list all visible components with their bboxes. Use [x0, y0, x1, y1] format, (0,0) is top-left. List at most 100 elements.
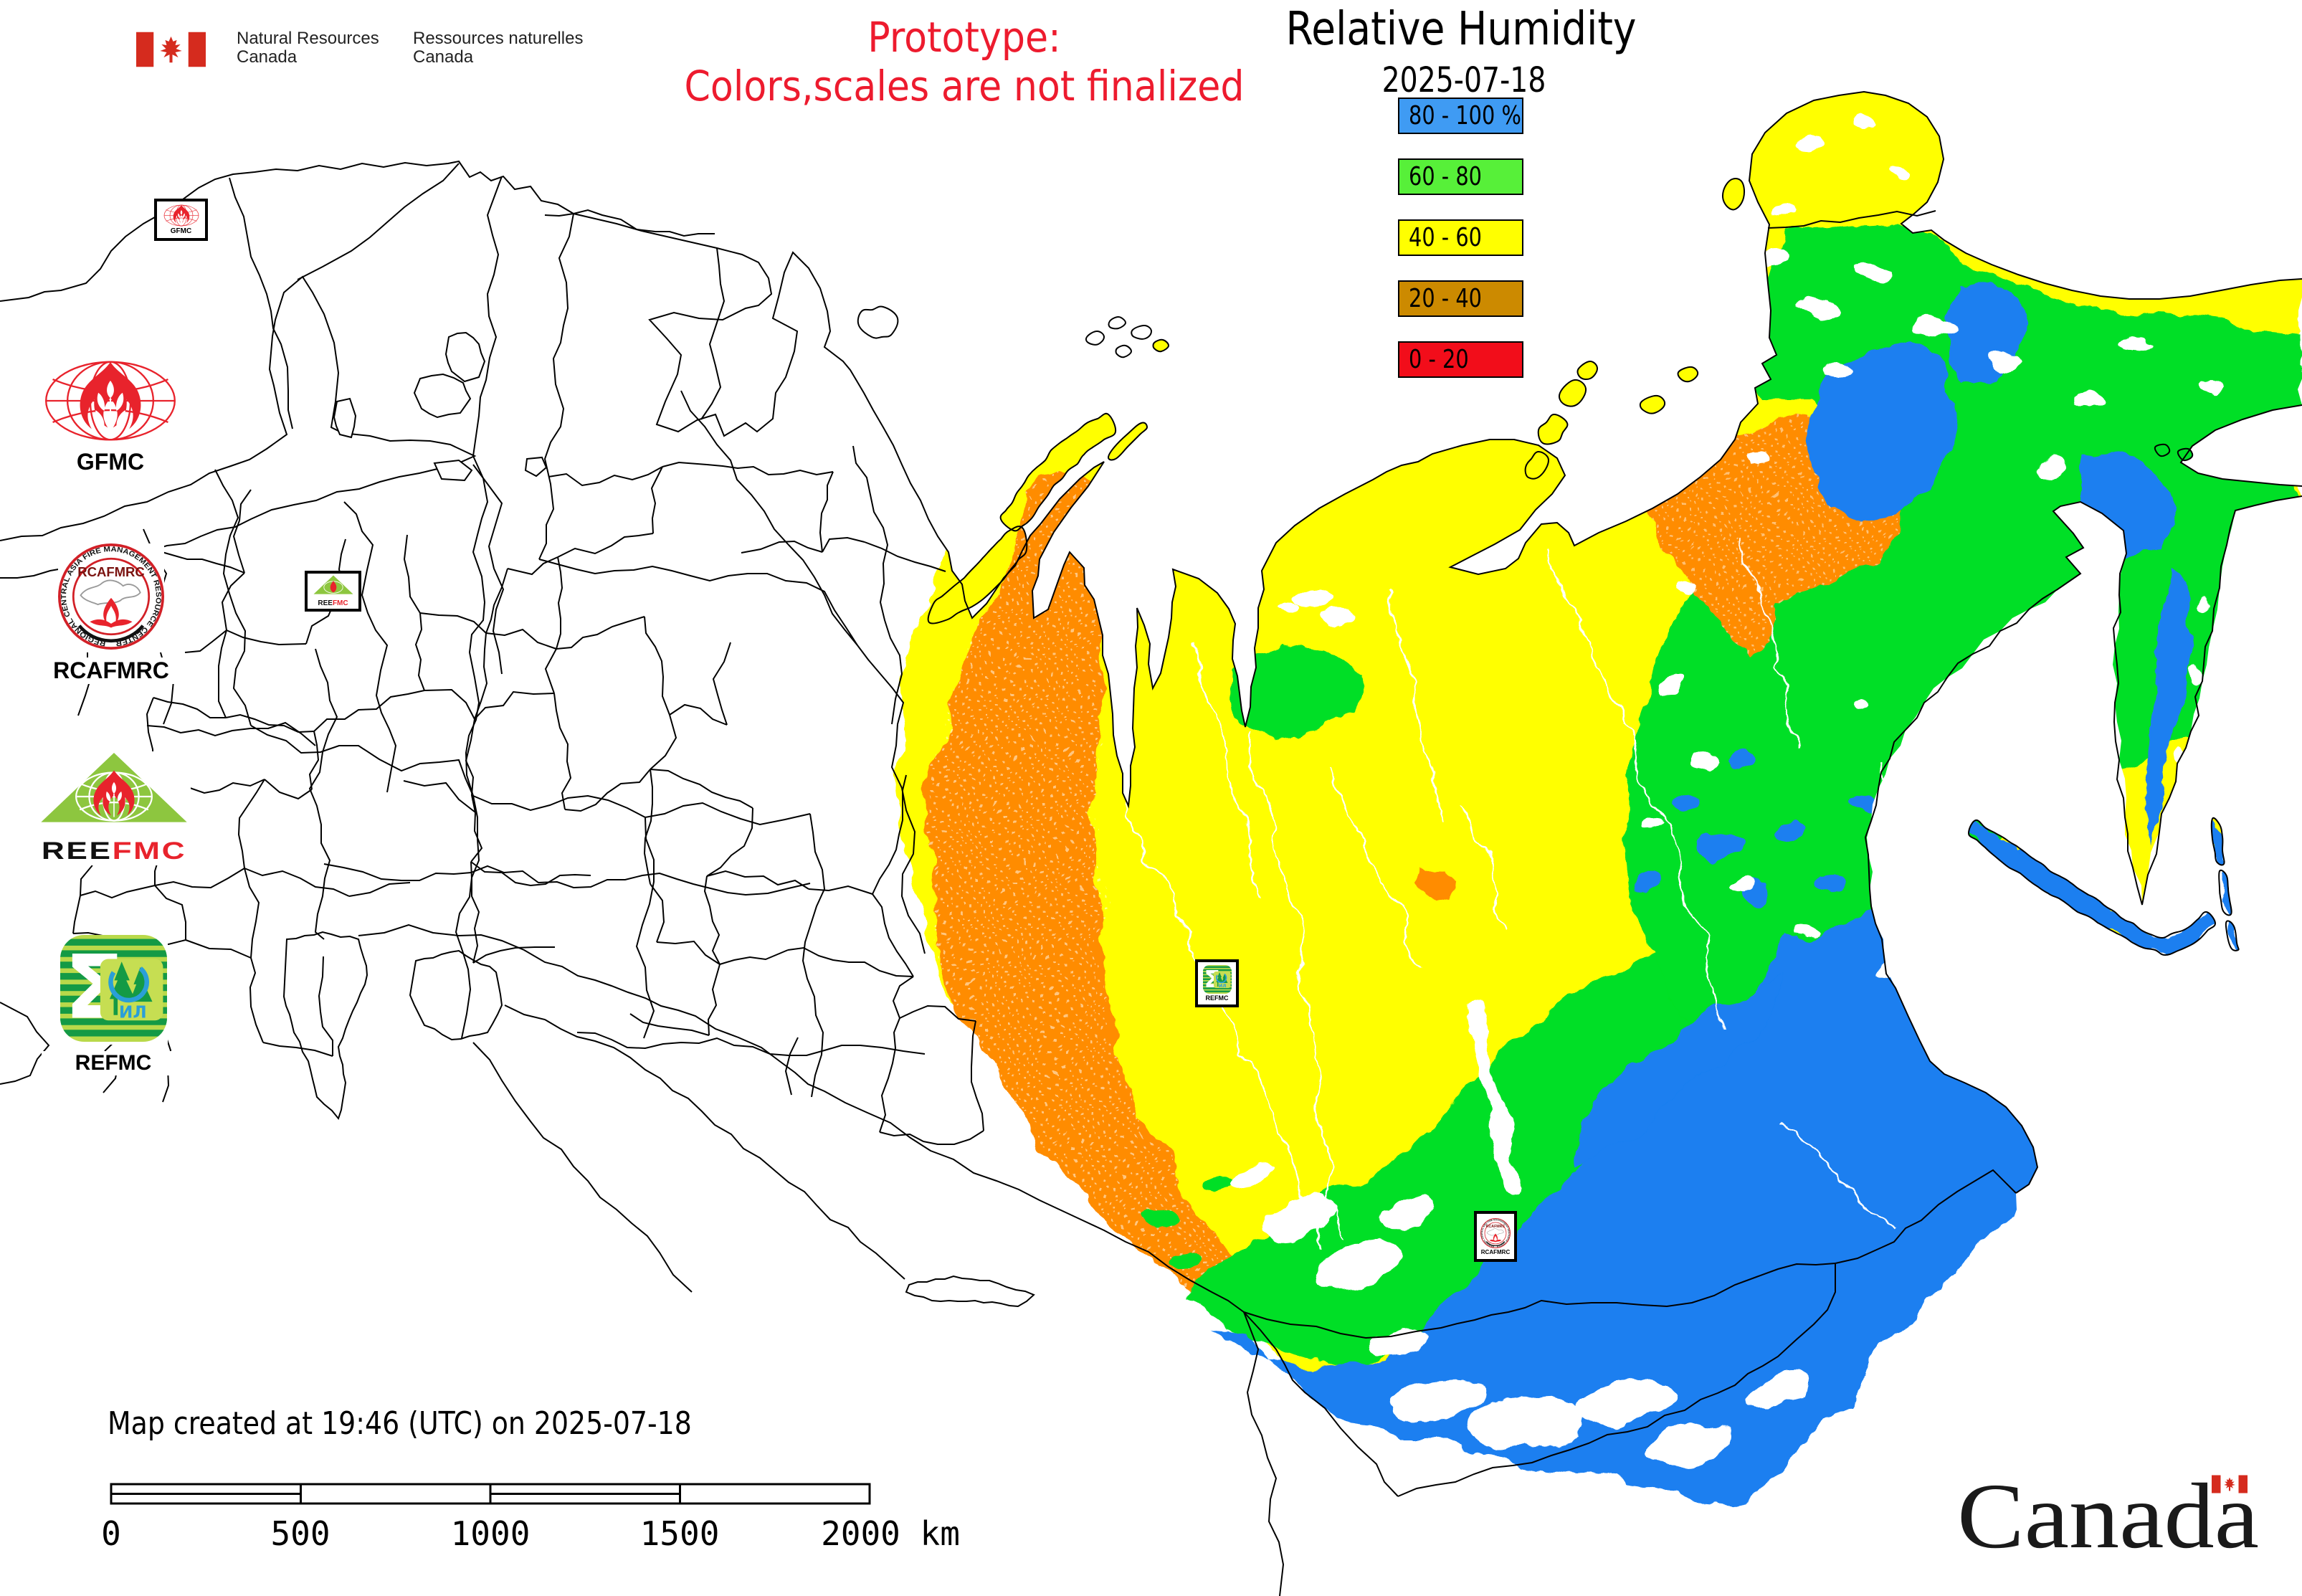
canada-flag [2212, 1475, 2248, 1493]
lake-rybinsk [433, 459, 473, 482]
prototype-note-line2: Colors,scales are not finalized [684, 62, 1245, 110]
border-eur-6 [472, 794, 811, 826]
reefmc-label-black: REE [41, 837, 113, 865]
gfmc-logo-block [42, 359, 179, 445]
lake-ladoga [413, 373, 472, 419]
refmc-logo: Σ ИЛ [1202, 965, 1232, 994]
lake-caspian [282, 931, 368, 1121]
border-eur-2 [680, 390, 858, 646]
border-eur-18 [635, 817, 655, 1039]
marker-rcafmrc-label: RCAFMRC [1480, 1248, 1511, 1255]
gfmc-label: GFMC [39, 449, 182, 475]
nrcan-flag-logo [136, 31, 206, 71]
rcafmrc-logo: REGIONAL CENTRAL ASIA FIRE MANAGEMENT RE… [58, 543, 164, 650]
marker-gfmc-label: GFMC [170, 227, 192, 235]
marker-rcafmrc: REGIONAL CENTRAL ASIA FIRE MANAGEMENT RE… [1474, 1211, 1517, 1262]
border-eur-19 [250, 725, 474, 797]
border-cn-ru [1835, 1169, 2017, 1264]
lake-balkhash [905, 1275, 1035, 1308]
border-eur-9 [146, 721, 316, 746]
gfmc-logo [163, 204, 199, 227]
border-chukotka [1767, 210, 1936, 229]
border-kaz-ru [358, 923, 1245, 1313]
reefmc-label-red: FMC [112, 837, 187, 865]
canada-wordmark: Canada [1957, 1465, 2259, 1568]
legend-label: 60 - 80 [1409, 162, 1482, 191]
svg-text:ИЛ: ИЛ [1219, 984, 1226, 989]
svg-text:RCAFMRC: RCAFMRC [77, 564, 145, 579]
border-eur-1 [538, 213, 574, 560]
scale-tick-0: 0 [101, 1514, 121, 1553]
footer-created-note: Map created at 19:46 (UTC) on 2025-07-18 [108, 1405, 692, 1442]
map-date: 2025-07-18 [1381, 60, 1546, 100]
prototype-note-line1: Prototype: [867, 13, 1061, 62]
refmc-label: REFMC [42, 1051, 185, 1075]
marker-refmc: Σ ИЛ REFMC [1195, 959, 1239, 1007]
scale-tick-1500: 1500 [639, 1514, 720, 1553]
legend-item-40-60: 40 - 60 [1398, 219, 1523, 256]
marker-reefmc-label-red: FMC [332, 599, 348, 607]
svg-text:RCAFMRC: RCAFMRC [1486, 1225, 1506, 1229]
legend-item-80-100: 80 - 100 % [1398, 98, 1523, 134]
marker-reefmc: REEFMC [305, 571, 361, 612]
scale-tick-500: 500 [270, 1514, 330, 1553]
lake-aral [409, 949, 503, 1041]
reefmc-label: REEFMC [14, 837, 214, 865]
border-eur-17 [343, 501, 397, 793]
lake-beloye [524, 456, 548, 478]
refmc-logo-block: Σ ИЛ [60, 935, 168, 1045]
border-eur-10 [323, 863, 811, 896]
legend-item-0-20: 0 - 20 [1398, 341, 1523, 378]
scale-bar [110, 1483, 871, 1505]
border-eur-15 [576, 1032, 926, 1056]
border-scand-3 [472, 176, 503, 457]
wordmark-flag [2212, 1475, 2248, 1496]
svg-text:ИЛ: ИЛ [119, 1002, 147, 1022]
scale-tick-1000: 1000 [450, 1514, 531, 1553]
border-uz-1 [504, 1004, 905, 1280]
rcafmrc-logo: REGIONAL CENTRAL ASIA FIRE MANAGEMENT RE… [1480, 1217, 1511, 1248]
legend-item-60-80: 60 - 80 [1398, 158, 1523, 195]
border-scand-2 [297, 163, 460, 280]
reefmc-logo-block [37, 751, 191, 842]
reefmc-mini-logo [313, 575, 353, 594]
lake-peipus [333, 397, 357, 439]
border-mn-w [1243, 1311, 1399, 1497]
nrcan-signature-fr: Ressources naturelles Canada [413, 29, 584, 67]
border-eur-14 [857, 645, 926, 954]
border-scand-1 [229, 177, 293, 429]
border-eur-11 [472, 464, 505, 675]
legend-item-20-40: 20 - 40 [1398, 280, 1523, 317]
marker-gfmc: GFMC [154, 199, 208, 241]
humidity-data-layer [896, 92, 2302, 1504]
scale-tick-2000: 2000 km [821, 1514, 960, 1553]
border-eur-5 [465, 455, 489, 797]
marker-refmc-label: REFMC [1205, 994, 1229, 1002]
border-eur-3 [852, 445, 903, 725]
border-eur-7 [802, 813, 826, 1098]
border-kaz-cn [1243, 1311, 1285, 1596]
nrcan-signature-en: Natural Resources Canada [237, 29, 379, 67]
legend-label: 40 - 60 [1409, 223, 1482, 252]
marker-reefmc-label: REE [318, 599, 333, 607]
border-eur-12 [214, 469, 252, 726]
lake-onega [444, 331, 486, 383]
border-eur-4 [538, 559, 858, 646]
reefmc-logo [41, 753, 187, 822]
map-title: Relative Humidity [1285, 3, 1637, 56]
gfmc-logo [45, 361, 176, 441]
political-borders [72, 163, 2017, 1596]
border-mn-s [1397, 1263, 1836, 1497]
border-eur-8 [308, 648, 338, 940]
canada-flag [136, 32, 206, 67]
rcafmrc-label: RCAFMRC [22, 657, 201, 684]
legend-label: 20 - 40 [1409, 284, 1482, 313]
border-mn-n [1243, 1263, 1836, 1339]
border-uz-2 [472, 1042, 693, 1293]
legend-label: 0 - 20 [1409, 345, 1469, 374]
rcafmrc-logo-block: REGIONAL CENTRAL ASIA FIRE MANAGEMENT RE… [58, 543, 164, 652]
border-eur-20 [700, 247, 726, 420]
coastlines [0, 90, 2302, 1194]
legend-label: 80 - 100 % [1409, 101, 1521, 130]
refmc-logo: Σ ИЛ [60, 935, 167, 1042]
